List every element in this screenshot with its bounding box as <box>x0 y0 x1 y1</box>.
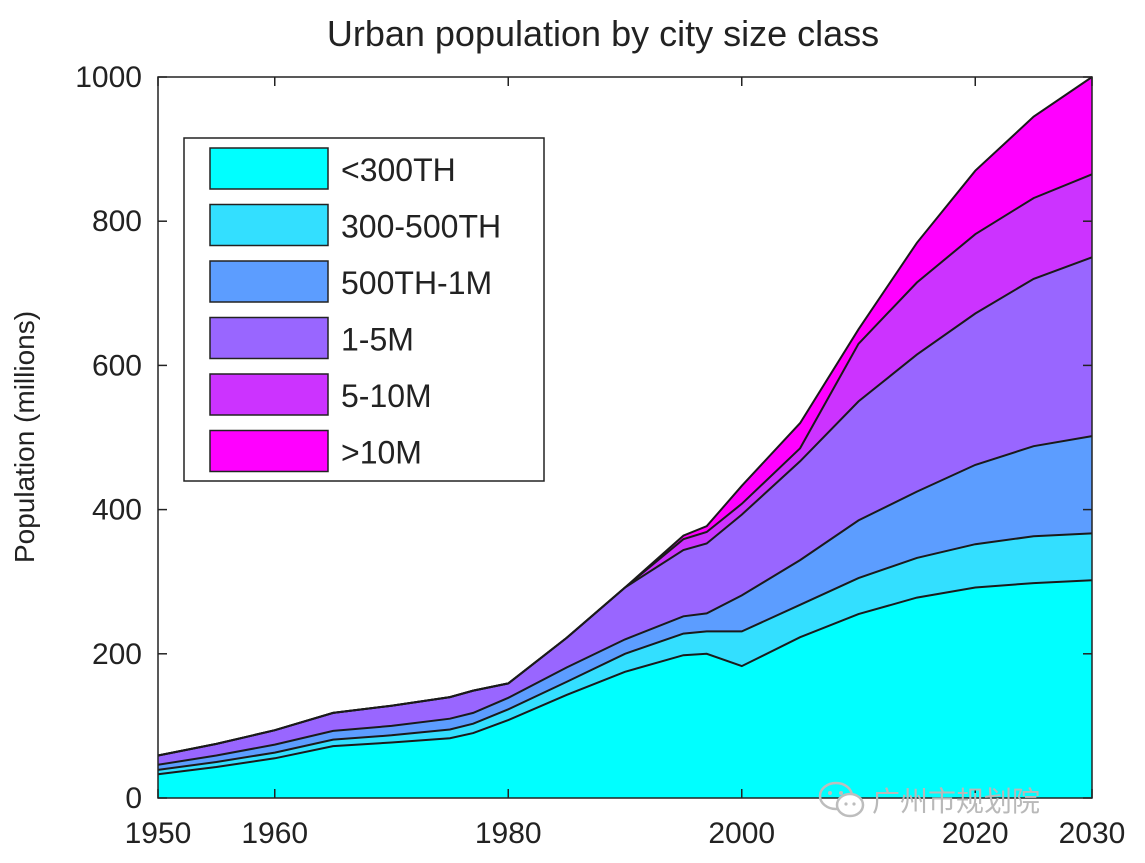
series-line-2 <box>157 435 1093 766</box>
y-tick-label: 1000 <box>75 61 142 94</box>
y-tick-label: 400 <box>92 494 142 527</box>
legend-swatch <box>209 260 329 303</box>
x-tick-label: 1960 <box>241 817 308 850</box>
x-axis: 1950 1960 1980 2000 2020 2030 <box>125 77 1126 850</box>
legend-label: >10M <box>341 435 422 471</box>
legend-box <box>183 137 545 482</box>
x-tick-label: 2000 <box>708 817 775 850</box>
x-tick-label: 1950 <box>125 817 192 850</box>
legend-label: 500TH-1M <box>341 265 492 301</box>
series-line-5 <box>157 76 1093 757</box>
x-tick-label: 2020 <box>942 817 1009 850</box>
series-line-0 <box>157 579 1093 776</box>
y-tick-label: 600 <box>92 349 142 382</box>
y-tick-label: 800 <box>92 205 142 238</box>
series-line-1 <box>157 532 1093 771</box>
area-series-4 <box>158 174 1092 756</box>
legend-label: 5-10M <box>341 378 432 414</box>
y-tick-label: 200 <box>92 638 142 671</box>
y-axis-label: Population (millions) <box>9 311 40 563</box>
plot-frame <box>157 76 1093 799</box>
stacked-areas <box>157 76 1093 798</box>
area-series-0 <box>158 580 1092 798</box>
watermark-text: 广州市规划院 <box>872 785 1041 818</box>
legend-label: 1-5M <box>341 322 414 358</box>
legend-swatch <box>209 203 329 247</box>
x-tick-label: 2030 <box>1059 817 1126 850</box>
y-axis: 0 200 400 600 800 1000 <box>75 61 1092 815</box>
legend-swatch <box>209 373 329 416</box>
x-tick-label: 1980 <box>475 817 542 850</box>
legend: <300TH 300-500TH 500TH-1M 1-5M 5-10M >10M <box>183 137 545 482</box>
wechat-icon <box>818 781 865 818</box>
legend-label: 300-500TH <box>341 209 501 245</box>
area-series-2 <box>158 436 1092 770</box>
legend-swatch <box>209 316 329 360</box>
chart-title: Urban population by city size class <box>327 13 879 54</box>
y-tick-label: 0 <box>125 782 142 815</box>
legend-swatch <box>209 429 329 473</box>
legend-label: <300TH <box>341 152 456 188</box>
watermark: 广州市规划院 <box>818 780 1040 820</box>
area-series-3 <box>158 257 1092 765</box>
legend-swatch <box>209 147 329 190</box>
